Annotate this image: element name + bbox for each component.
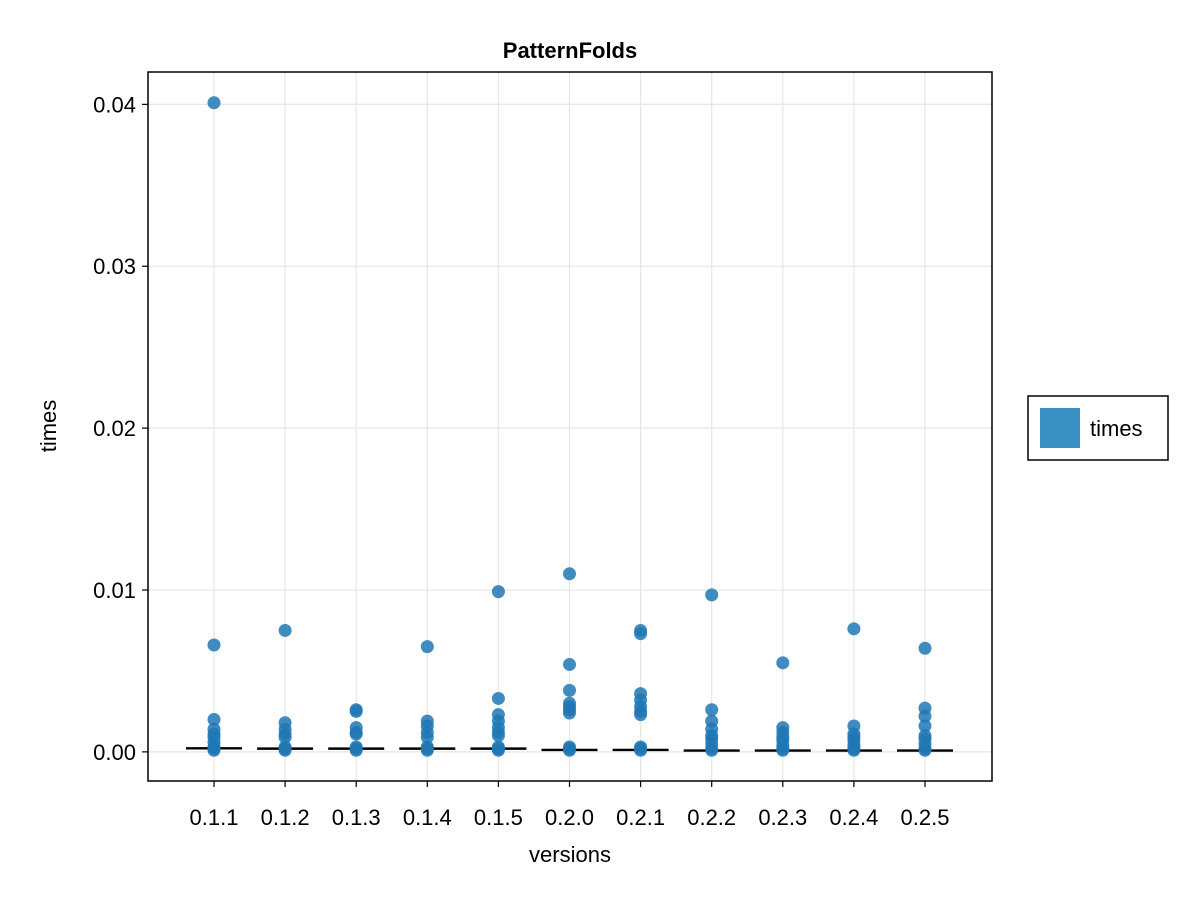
x-tick-label: 0.2.1 [616,805,665,830]
data-point [563,683,576,697]
y-tick-label: 0.01 [93,578,136,603]
data-point [563,743,576,757]
y-tick-label: 0.02 [93,416,136,441]
x-tick-label: 0.2.3 [758,805,807,830]
data-point [634,743,648,757]
legend-label: times [1090,416,1143,441]
data-point [563,657,576,671]
data-point [776,656,790,670]
data-point [634,708,648,722]
data-point [491,743,505,757]
y-tick-label: 0.00 [93,740,136,765]
x-tick-label: 0.1.1 [190,805,239,830]
data-point [278,623,292,637]
data-point [349,727,363,741]
data-point [634,627,648,641]
data-point [207,96,221,110]
legend: times [1027,395,1169,461]
data-point [207,638,221,652]
data-point [918,719,932,733]
data-point [420,730,434,744]
data-point [207,743,221,757]
x-axis-ticks: 0.1.1 0.1.2 0.1.3 0.1.4 0.1.5 0.2.0 0.2.1 0.2.2… [190,781,950,830]
chart-title: PatternFolds [503,38,637,63]
data-point [420,640,434,654]
x-tick-label: 0.2.0 [545,805,594,830]
data-point [563,706,576,720]
y-tick-label: 0.03 [93,254,136,279]
data-point [491,585,505,599]
data-points [207,96,932,757]
data-point [847,622,861,636]
x-tick-label: 0.1.3 [332,805,381,830]
x-tick-label: 0.1.4 [403,805,452,830]
x-tick-label: 0.1.2 [261,805,310,830]
data-point [918,709,932,723]
data-point [705,703,719,717]
data-point [705,588,719,602]
data-point [918,743,932,757]
y-axis-title: times [36,400,61,453]
data-point [349,743,363,757]
data-point [349,704,363,718]
data-point [420,743,434,757]
x-tick-label: 0.1.5 [474,805,523,830]
data-point [491,691,505,705]
x-tick-label: 0.2.4 [829,805,878,830]
data-point [278,743,292,757]
legend-swatch [1040,408,1080,448]
y-tick-label: 0.04 [93,92,136,117]
data-point [491,729,505,743]
x-tick-label: 0.2.2 [687,805,736,830]
data-point [918,641,932,655]
data-point [563,567,576,581]
data-point [278,730,292,744]
data-point [207,712,221,726]
data-point [705,743,719,757]
data-point [847,743,861,757]
x-axis-title: versions [529,842,611,867]
data-point [776,743,790,757]
y-axis-ticks: 0.00 0.01 0.02 0.03 0.04 [93,92,148,765]
x-tick-label: 0.2.5 [901,805,950,830]
